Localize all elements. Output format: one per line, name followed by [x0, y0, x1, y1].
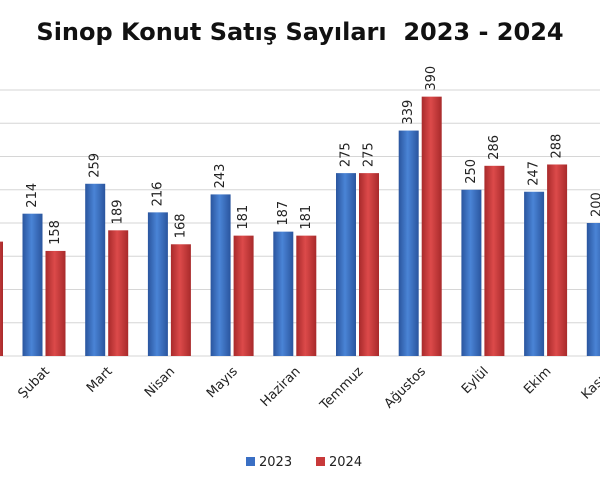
- value-label-2024-Nisan: 168: [173, 213, 188, 238]
- bar-clipped-partial: [0, 241, 3, 356]
- value-label-2024-Haziran: 181: [299, 205, 314, 230]
- value-label-2023-Haziran: 187: [276, 201, 291, 226]
- category-label-Mayıs: Mayıs: [204, 364, 241, 401]
- category-label-Nisan: Nisan: [142, 364, 178, 400]
- bar-2023-Eylül: [461, 189, 482, 356]
- legend-label-2023: 2023: [259, 455, 292, 470]
- value-label-2023-Ekim: 247: [527, 161, 542, 186]
- legend-swatch-2023: [246, 457, 255, 466]
- category-label-Şubat: Şubat: [15, 364, 52, 401]
- bar-2023-Haziran: [273, 231, 294, 356]
- bar-2024-Ekim: [547, 164, 568, 356]
- chart-title: Sinop Konut Satış Sayıları 2023 - 2024: [36, 18, 564, 46]
- legend-label-2024: 2024: [329, 455, 362, 470]
- value-label-2024-Eylül: 286: [487, 135, 502, 160]
- bar-2023-Nisan: [147, 212, 168, 356]
- category-label-Temmuz: Temmuz: [317, 364, 367, 414]
- value-label-2023-Mart: 259: [88, 153, 103, 178]
- bar-2024-Mart: [108, 230, 129, 356]
- bar-2023-Mart: [85, 183, 106, 356]
- category-label-Haziran: Haziran: [258, 364, 304, 410]
- value-label-2023-Ağustos: 339: [401, 100, 416, 125]
- bar-2023-Ağustos: [398, 130, 419, 356]
- category-label-Eylül: Eylül: [459, 364, 492, 397]
- value-label-2023-Kasım: 200: [589, 192, 600, 217]
- category-label-Mart: Mart: [84, 364, 116, 396]
- value-label-2023-Mayıs: 243: [213, 164, 228, 189]
- bar-2023-Mayıs: [210, 194, 231, 356]
- bar-2024-Mayıs: [233, 235, 254, 356]
- bar-2023-Temmuz: [336, 173, 356, 356]
- bar-2024-Temmuz: [359, 173, 379, 356]
- category-label-Ağustos: Ağustos: [382, 364, 430, 412]
- bar-2024-Nisan: [170, 244, 191, 356]
- category-label-Ekim: Ekim: [521, 364, 554, 397]
- value-label-2024-Temmuz: 275: [362, 142, 377, 167]
- value-label-2024-Şubat: 158: [48, 220, 63, 245]
- bar-2023-Şubat: [22, 213, 43, 356]
- bar-2024-Şubat: [45, 250, 66, 356]
- legend-swatch-2024: [316, 457, 325, 466]
- value-label-2023-Şubat: 214: [25, 183, 40, 208]
- value-label-2024-Ekim: 288: [550, 134, 565, 159]
- value-label-2023-Temmuz: 275: [339, 142, 354, 167]
- bar-2024-Haziran: [296, 235, 317, 356]
- bar-2024-Eylül: [484, 165, 505, 356]
- value-label-2023-Eylül: 250: [464, 159, 479, 184]
- bar-2024-Ağustos: [421, 96, 442, 357]
- bar-2023-Kasım: [586, 223, 600, 356]
- bar-2023-Ekim: [524, 191, 545, 356]
- value-label-2024-Mayıs: 181: [236, 205, 251, 230]
- value-label-2024-Mart: 189: [111, 199, 126, 224]
- value-label-2023-Nisan: 216: [150, 182, 165, 207]
- category-label-Kasım: Kasım: [579, 364, 600, 402]
- value-label-2024-Ağustos: 390: [424, 66, 439, 91]
